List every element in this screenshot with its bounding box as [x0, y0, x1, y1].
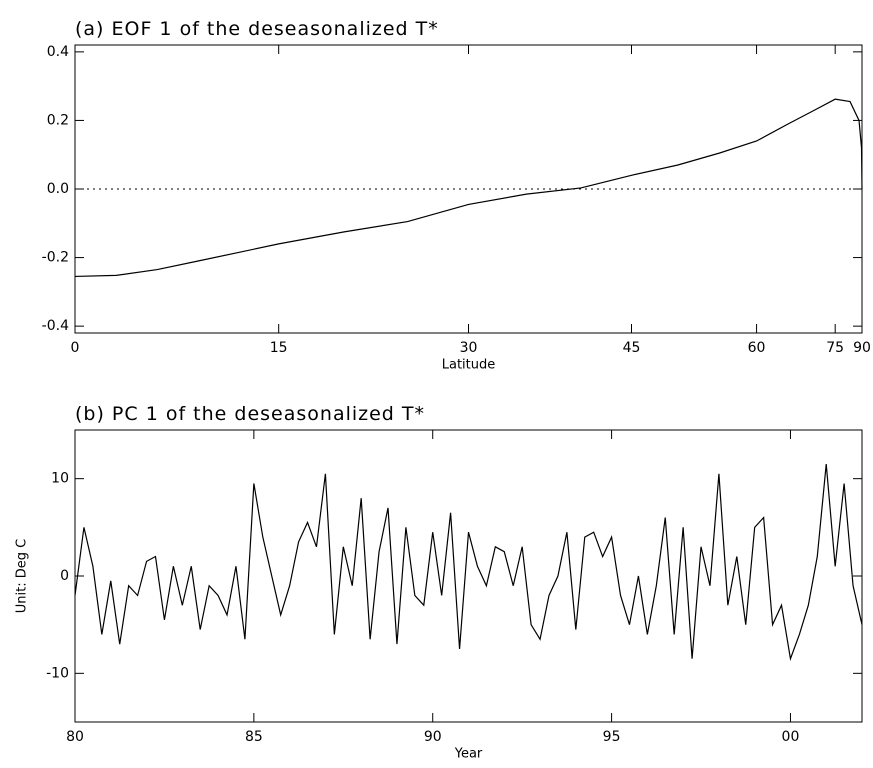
- y-axis-label: Unit: Deg C: [15, 539, 30, 613]
- x-tick-label: 30: [460, 340, 478, 356]
- x-tick-label: 95: [603, 729, 621, 745]
- x-tick-label: 60: [748, 340, 766, 356]
- x-tick-label: 80: [66, 729, 84, 745]
- y-tick-label: 0: [60, 568, 69, 584]
- y-tick-label: 0.0: [47, 181, 69, 197]
- x-axis-label: Year: [454, 747, 483, 762]
- x-tick-label: 0: [71, 340, 80, 356]
- y-tick-label: 0.2: [47, 112, 69, 128]
- x-tick-label: 90: [424, 729, 442, 745]
- x-tick-label: 75: [826, 340, 844, 356]
- data-line: [74, 98, 863, 278]
- x-axis-label: Latitude: [442, 358, 496, 373]
- x-tick-label: 45: [623, 340, 641, 356]
- y-tick-label: -10: [46, 665, 69, 681]
- plot-frame: [74, 44, 863, 334]
- chart-title: (b) PC 1 of the deseasonalized T*: [75, 403, 425, 425]
- x-tick-label: 85: [245, 729, 263, 745]
- data-line: [74, 464, 863, 662]
- chart-title: (a) EOF 1 of the deseasonalized T*: [75, 18, 439, 40]
- x-tick-label: 15: [270, 340, 288, 356]
- x-tick-label: 90: [853, 340, 871, 356]
- y-tick-label: 0.4: [47, 44, 69, 60]
- x-tick-label: 00: [782, 729, 800, 745]
- y-tick-label: 10: [51, 471, 69, 487]
- y-tick-label: -0.2: [42, 250, 69, 266]
- y-tick-label: -0.4: [42, 318, 69, 334]
